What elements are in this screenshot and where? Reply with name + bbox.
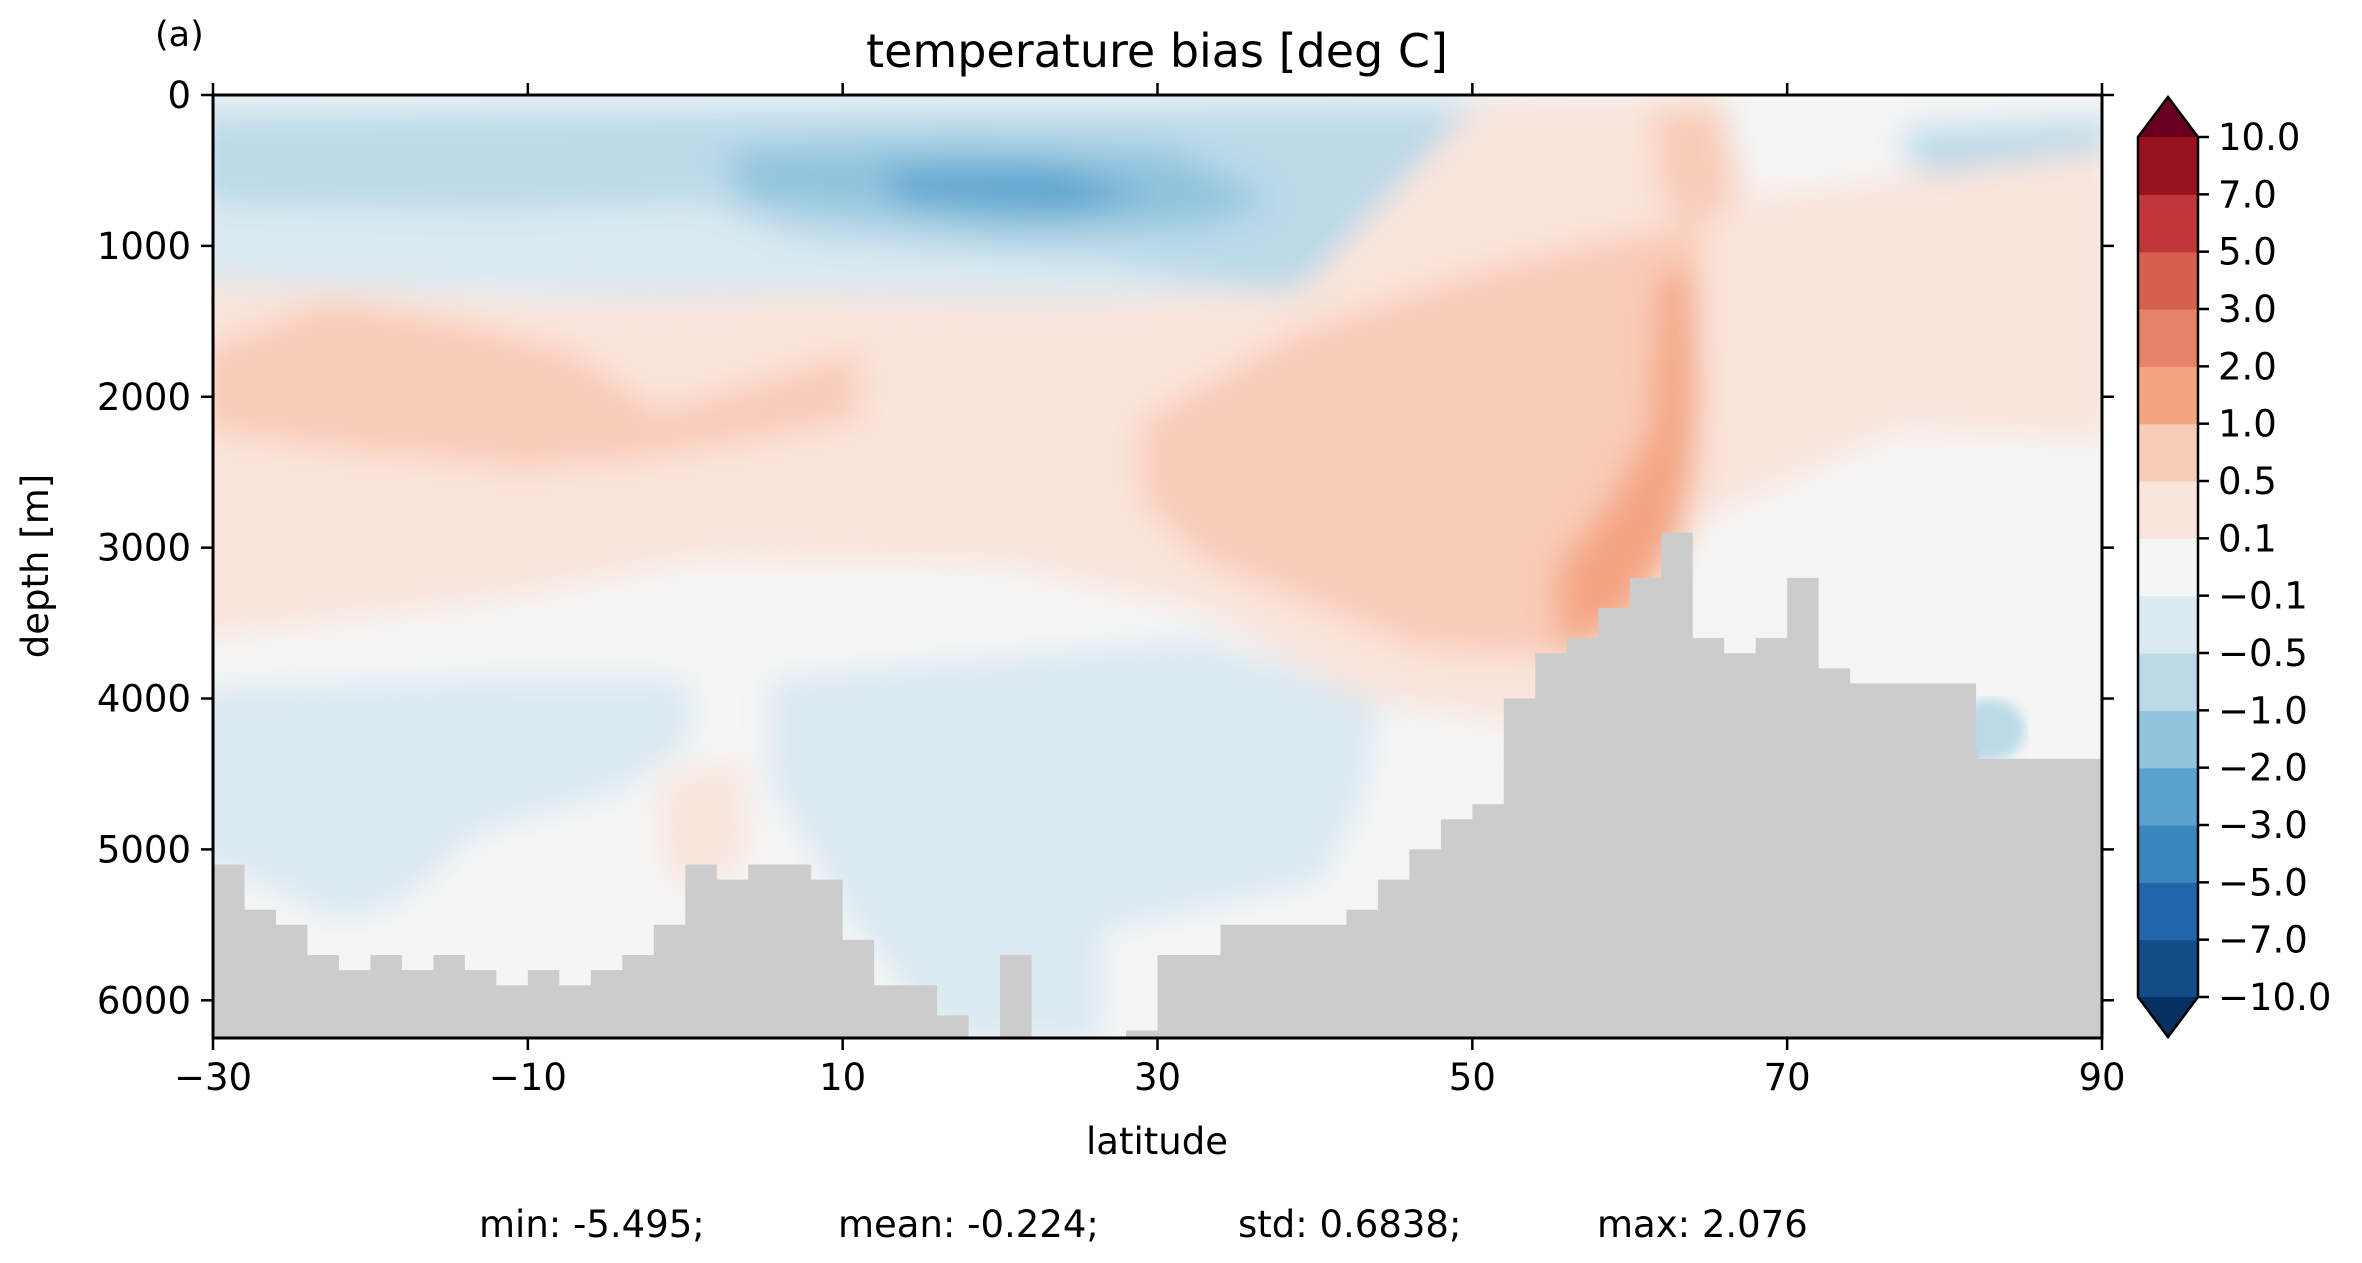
x-tick-label: 90: [2078, 1056, 2125, 1099]
x-tick-label: 70: [1764, 1056, 1811, 1099]
subsurface-warm-patch: [1650, 100, 1740, 230]
y-tick-label: 0: [167, 74, 191, 117]
x-tick-label: 10: [819, 1056, 866, 1099]
colorbar-tick-label: 3.0: [2218, 288, 2277, 331]
colorbar-tick-label: 7.0: [2218, 173, 2277, 216]
southern-warm-tongue: [213, 300, 860, 470]
colorbar-tick-label: 5.0: [2218, 231, 2277, 274]
y-tick-label: 3000: [97, 527, 191, 570]
x-tick-label: −10: [489, 1056, 567, 1099]
colorbar-tick-label: −10.0: [2218, 976, 2331, 1019]
colorbar-segment: [2138, 194, 2198, 253]
y-tick-label: 4000: [97, 678, 191, 721]
y-tick-label: 6000: [97, 979, 191, 1022]
colorbar-segment: [2138, 538, 2198, 597]
colorbar-tick-label: 2.0: [2218, 345, 2277, 388]
colorbar-tick-label: −3.0: [2218, 804, 2308, 847]
bathymetry-mask: [213, 532, 2102, 1038]
x-tick-label: 30: [1134, 1056, 1181, 1099]
colorbar-tick-label: 0.1: [2218, 517, 2277, 560]
y-axis: 0 1000 2000 3000 4000 5000 6000: [97, 74, 2114, 1022]
deep-cold-layer-central: [770, 640, 1380, 1038]
y-tick-label: 2000: [97, 376, 191, 419]
colorbar-tick-label: 10.0: [2218, 116, 2300, 159]
bias-shading: [213, 95, 2102, 1038]
colorbar-segment: [2138, 653, 2198, 711]
chart-title: temperature bias [deg C]: [866, 24, 1448, 78]
heatmap-field: [213, 95, 2102, 1038]
stat-min: min: -5.495;: [479, 1203, 705, 1246]
stat-mean: mean: -0.224;: [838, 1203, 1099, 1246]
deep-warm-intrusion: [660, 760, 750, 900]
colorbar-extend-high: [2138, 97, 2198, 137]
colorbar-segment: [2138, 481, 2198, 539]
colorbar-segment: [2138, 939, 2198, 998]
colorbar-tick-label: 1.0: [2218, 403, 2277, 446]
y-axis-label: depth [m]: [14, 474, 57, 658]
y-tick-label: 5000: [97, 828, 191, 871]
colorbar-tick-label: −0.5: [2218, 632, 2308, 675]
colorbar-segment: [2138, 366, 2198, 425]
stat-max: max: 2.076: [1597, 1203, 1808, 1246]
x-tick-label: −30: [174, 1056, 252, 1099]
colorbar-segment: [2138, 251, 2198, 310]
x-axis: −30 −10 10 30 50 70 90: [174, 83, 2126, 1099]
colorbar-segment: [2138, 309, 2198, 367]
colorbar-segment: [2138, 767, 2198, 826]
colorbar-segment: [2138, 825, 2198, 883]
colorbar-tick-label: −0.1: [2218, 575, 2308, 618]
colorbar-tick-label: −5.0: [2218, 861, 2308, 904]
panel-label: (a): [155, 15, 204, 55]
northern-warm-lobe: [1140, 220, 1700, 660]
deep-cold-layer-west: [213, 680, 690, 920]
colorbar-tick-label: 0.5: [2218, 460, 2277, 503]
colorbar-segment: [2138, 137, 2198, 195]
x-tick-label: 50: [1449, 1056, 1496, 1099]
x-axis-label: latitude: [1086, 1120, 1228, 1163]
colorbar-segment: [2138, 595, 2198, 654]
colorbar-segment: [2138, 882, 2198, 941]
colorbar-segment: [2138, 710, 2198, 769]
colorbar-tick-label: −2.0: [2218, 747, 2308, 790]
colorbar: 10.0 7.0 5.0 3.0 2.0 1.0 0.5 0.1 −0.1 −0.5 −1.0 −2.…: [2136, 94, 2331, 1040]
stat-std: std: 0.6838;: [1238, 1203, 1461, 1246]
subtropical-cold-peak: [880, 168, 1155, 212]
colorbar-extend-low: [2138, 997, 2198, 1037]
y-tick-label: 1000: [97, 225, 191, 268]
stats-line: min: -5.495; mean: -0.224; std: 0.6838; …: [479, 1203, 1808, 1246]
colorbar-segment: [2138, 423, 2198, 482]
colorbar-tick-label: −1.0: [2218, 689, 2308, 732]
colorbar-tick-label: −7.0: [2218, 919, 2308, 962]
